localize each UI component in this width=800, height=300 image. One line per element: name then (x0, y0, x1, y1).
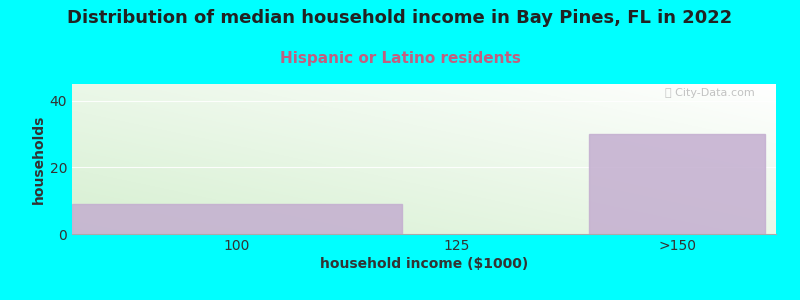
Bar (589, 134, 765, 234)
X-axis label: household income ($1000): household income ($1000) (320, 257, 528, 271)
Y-axis label: households: households (31, 114, 46, 204)
Text: Distribution of median household income in Bay Pines, FL in 2022: Distribution of median household income … (67, 9, 733, 27)
Text: ⓘ City-Data.com: ⓘ City-Data.com (665, 88, 755, 98)
Bar (72, 204, 402, 234)
Text: Hispanic or Latino residents: Hispanic or Latino residents (279, 51, 521, 66)
